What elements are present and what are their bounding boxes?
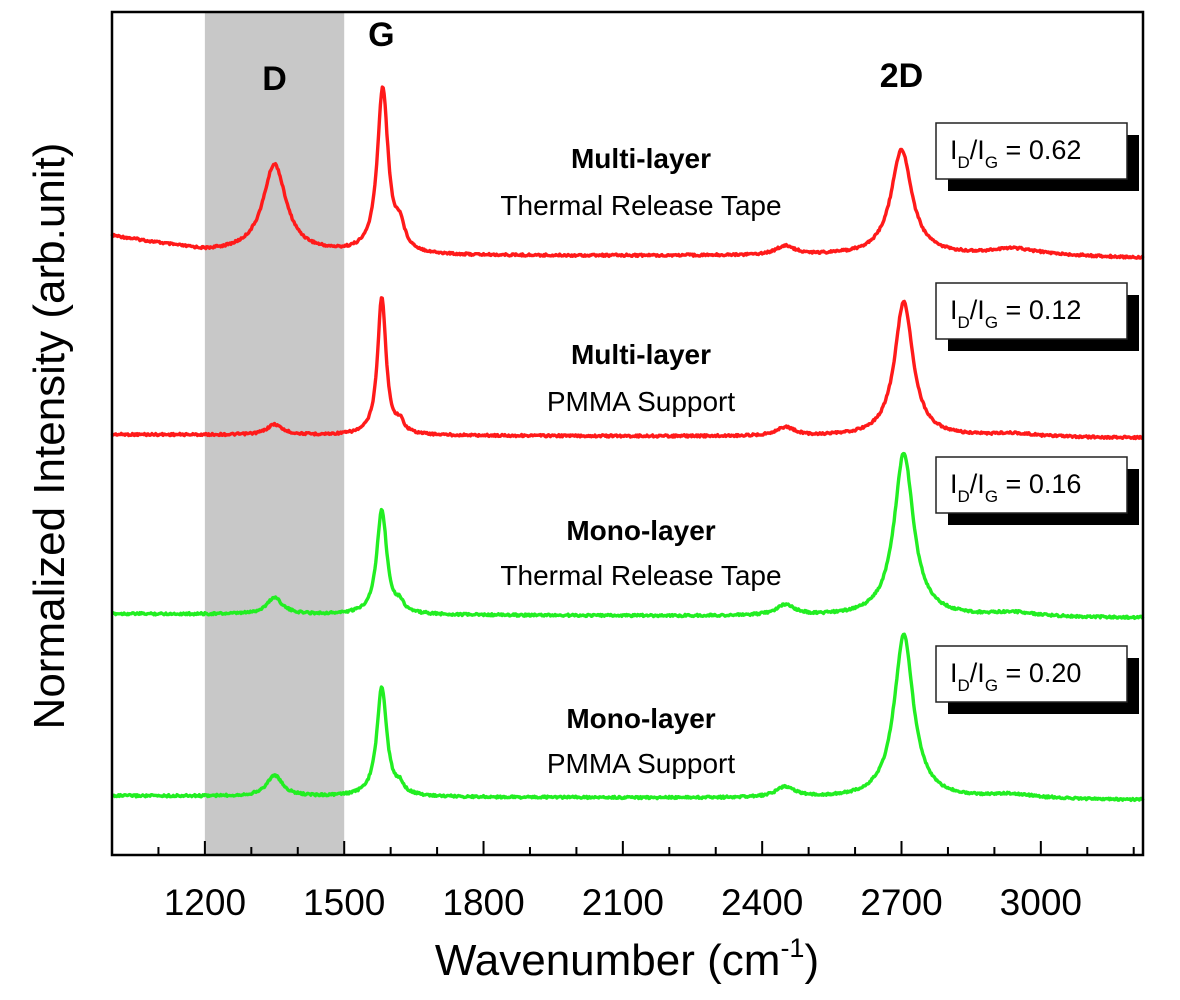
trace-subtitle-2: PMMA Support (547, 386, 736, 417)
x-tick-label: 3000 (1000, 882, 1082, 923)
spectra-traces-layer (110, 85, 1145, 803)
spectrum-line-4 (111, 632, 1145, 803)
spectrum-line-2 (110, 296, 1144, 441)
ratio-text-1: ID/IG = 0.62 (950, 135, 1081, 172)
trace-title-2: Multi-layer (571, 339, 711, 370)
ratio-box-2 (935, 282, 1128, 340)
annotation-layer: D G 2D Multi-layer Thermal Release Tape ID/IG… (262, 16, 1139, 779)
ratio-text-2: ID/IG = 0.12 (950, 295, 1081, 332)
peak-label-g: G (368, 16, 394, 54)
y-axis-label: Normalized Intensity (arb.unit) (25, 143, 74, 730)
x-tick-label: 2100 (582, 882, 664, 923)
x-tick-label: 1200 (164, 882, 246, 923)
spectrum-line-1 (110, 85, 1145, 260)
x-tick-label: 2700 (860, 882, 942, 923)
x-tick-label: 1500 (303, 882, 385, 923)
spectrum-line-3 (111, 451, 1145, 620)
ratio-box-1 (935, 122, 1128, 180)
ratio-box-3 (935, 456, 1128, 514)
trace-title-4: Mono-layer (566, 703, 715, 734)
trace-subtitle-4: PMMA Support (547, 748, 736, 779)
x-tick-label: 2400 (721, 882, 803, 923)
trace-title-1: Multi-layer (571, 143, 711, 174)
peak-label-2d: 2D (880, 57, 923, 95)
axis-layer: 1200 1500 1800 2100 2400 2700 3000 Wavenumber (… (25, 10, 1145, 985)
x-tick-label: 1800 (442, 882, 524, 923)
trace-title-3: Mono-layer (566, 515, 715, 546)
ratio-box-4 (935, 645, 1128, 703)
ratio-text-4: ID/IG = 0.20 (950, 658, 1081, 695)
peak-label-d: D (262, 60, 287, 98)
plot-frame (110, 10, 1145, 857)
x-axis-label: Wavenumber (cm-1) (435, 933, 819, 985)
trace-subtitle-1: Thermal Release Tape (500, 190, 781, 221)
trace-subtitle-3: Thermal Release Tape (500, 560, 781, 591)
ratio-text-3: ID/IG = 0.16 (950, 469, 1081, 506)
